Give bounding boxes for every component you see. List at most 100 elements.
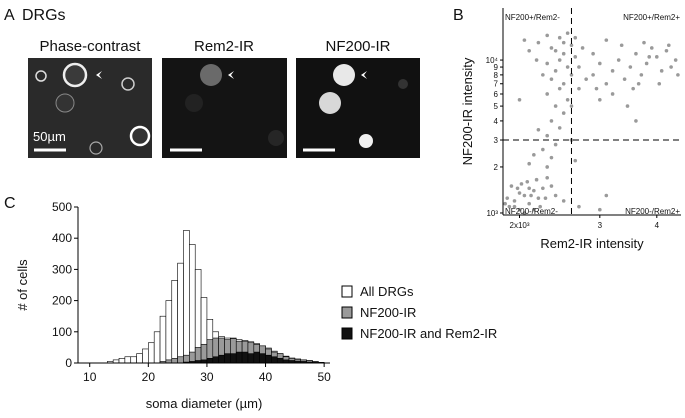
- scatter-point: [591, 52, 595, 56]
- panel-label: C: [4, 195, 16, 212]
- scatter-point: [527, 49, 531, 53]
- x-tick-label: 40: [259, 370, 273, 384]
- y-tick-label: 3: [494, 136, 499, 145]
- scatter-point: [611, 92, 615, 96]
- scatter-point: [550, 156, 554, 160]
- histogram-bar: [125, 357, 131, 363]
- scatter-point: [550, 184, 554, 188]
- scatter-point: [525, 180, 529, 184]
- scatter-point: [527, 202, 531, 206]
- histogram-bar: [266, 355, 272, 363]
- scatter-point: [545, 134, 549, 138]
- scale-label: 50µm: [33, 129, 66, 144]
- histogram-bar: [213, 357, 219, 363]
- scatter-point: [570, 104, 574, 108]
- legend-label: NF200-IR and Rem2-IR: [360, 326, 497, 341]
- panel-label: B: [453, 7, 464, 24]
- scatter-point: [513, 199, 517, 203]
- scatter-point: [537, 41, 541, 45]
- x-tick-label: 20: [142, 370, 156, 384]
- scatter-point: [598, 98, 602, 102]
- scatter-point: [598, 62, 602, 66]
- scatter-point: [516, 187, 520, 191]
- histogram-bar: [248, 354, 254, 363]
- histogram-bar: [137, 354, 143, 363]
- y-tick-label: 7: [494, 80, 499, 89]
- scatter-point: [640, 73, 644, 77]
- scatter-point: [527, 187, 531, 191]
- y-tick-label: 8: [494, 71, 499, 80]
- scatter-point: [562, 52, 566, 56]
- x-tick-label: 30: [200, 370, 214, 384]
- scatter-point: [573, 55, 577, 59]
- histogram-bar: [236, 352, 242, 363]
- scatter-point: [537, 196, 541, 200]
- panel-label: A: [4, 7, 15, 24]
- y-tick-label: 200: [52, 294, 72, 308]
- scatter-point: [554, 194, 558, 198]
- scatter-point: [577, 65, 581, 69]
- y-tick-label: 400: [52, 231, 72, 245]
- image-title: Phase-contrast: [40, 38, 142, 55]
- scatter-point: [550, 77, 554, 81]
- y-tick-label: 100: [52, 325, 72, 339]
- histogram-bar: [219, 355, 225, 363]
- histogram-bar: [230, 354, 236, 363]
- scatter-point: [510, 184, 514, 188]
- quadrant-label: NF200+/Rem2+: [623, 13, 680, 22]
- x-tick-label: 4: [655, 221, 660, 230]
- histogram-bar: [178, 357, 184, 363]
- y-tick-label: 0: [65, 356, 72, 370]
- panel-title: DRGs: [22, 7, 66, 24]
- scatter-point: [665, 49, 669, 53]
- scatter-point: [605, 38, 609, 42]
- x-axis-title: Rem2-IR intensity: [540, 236, 644, 251]
- scatter-point: [655, 55, 659, 59]
- histogram-bar: [260, 354, 266, 363]
- scatter-point: [562, 111, 566, 115]
- image-title: Rem2-IR: [194, 38, 254, 55]
- scatter-point: [620, 43, 624, 47]
- scatter-point: [667, 43, 671, 47]
- y-tick-label: 2: [494, 163, 499, 172]
- scatter-point: [626, 104, 630, 108]
- y-tick-label: 500: [52, 200, 72, 214]
- scatter-point: [541, 148, 545, 152]
- scatter-point: [660, 69, 664, 73]
- x-tick-label: 10: [83, 370, 97, 384]
- y-axis-title: # of cells: [15, 259, 30, 311]
- scatter-point: [623, 77, 627, 81]
- micrograph: [296, 58, 420, 158]
- quadrant-label: NF200-/Rem2-: [505, 207, 558, 216]
- scatter-point: [545, 176, 549, 180]
- y-tick-label: 6: [494, 90, 499, 99]
- quadrant-label: NF200-/Rem2+: [625, 207, 680, 216]
- scatter-point: [523, 194, 527, 198]
- scatter-point: [558, 58, 562, 62]
- scatter-point: [617, 58, 621, 62]
- scatter-point: [558, 36, 562, 40]
- scatter-point: [532, 189, 536, 193]
- scatter-point: [581, 46, 585, 50]
- histogram-bar: [189, 244, 195, 363]
- micrograph: 50µm: [28, 58, 152, 158]
- scatter-point: [505, 196, 509, 200]
- scatter-point: [591, 73, 595, 77]
- scatter-point: [645, 62, 649, 66]
- scatter-point: [545, 165, 549, 169]
- scatter-point: [535, 58, 539, 62]
- scatter-point: [554, 104, 558, 108]
- scatter-point: [566, 31, 570, 35]
- scatter-point: [676, 73, 680, 77]
- scatter-point: [669, 65, 673, 69]
- scatter-point: [605, 194, 609, 198]
- histogram-bar: [119, 358, 125, 363]
- scatter-point: [503, 202, 507, 206]
- y-axis-title: NF200-IR intensity: [460, 57, 475, 165]
- legend-swatch: [342, 307, 352, 318]
- scatter-point: [520, 182, 524, 186]
- scatter-point: [562, 82, 566, 86]
- scatter-point: [523, 38, 527, 42]
- scatter-point: [573, 36, 577, 40]
- scatter-point: [562, 41, 566, 45]
